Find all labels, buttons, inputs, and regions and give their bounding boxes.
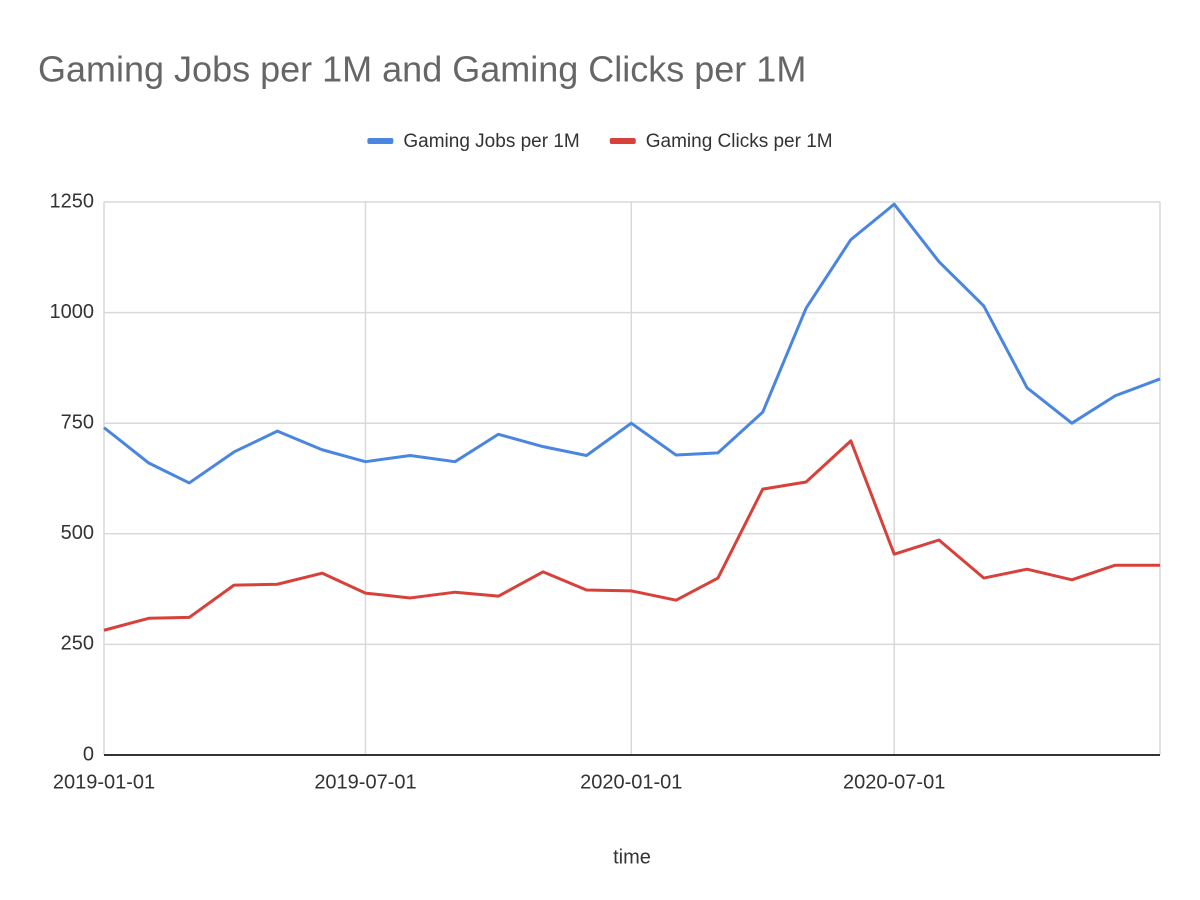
chart-title: Gaming Jobs per 1M and Gaming Clicks per… (38, 49, 806, 90)
legend-label: Gaming Jobs per 1M (403, 131, 579, 152)
y-tick-label: 1250 (50, 190, 95, 212)
data-line (103, 202, 1161, 485)
x-tick-label: 2019-07-01 (314, 771, 416, 793)
y-tick-label: 750 (61, 411, 94, 433)
legend-label: Gaming Clicks per 1M (646, 131, 833, 152)
data-line (103, 439, 1160, 632)
legend: Gaming Jobs per 1M Gaming Clicks per 1M (367, 131, 833, 152)
x-tick-label: 2020-07-01 (843, 771, 945, 793)
legend-swatch (367, 138, 394, 144)
y-tick-label: 500 (61, 522, 94, 544)
y-tick-label: 0 (83, 743, 94, 765)
x-tick-label: 2019-01-01 (53, 771, 155, 793)
legend-swatch (609, 138, 636, 144)
x-tick-label: 2020-01-01 (580, 771, 682, 793)
y-tick-label: 250 (61, 633, 94, 655)
y-tick-label: 1000 (50, 301, 95, 323)
x-axis-title: time (613, 846, 651, 868)
